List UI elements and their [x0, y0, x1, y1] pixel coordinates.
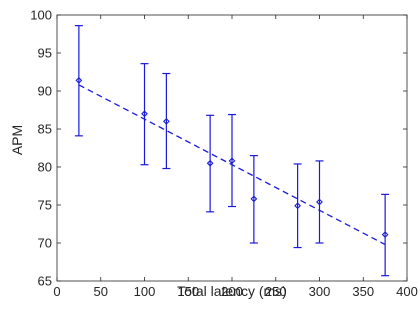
data-point	[206, 159, 214, 167]
data-point	[381, 231, 389, 239]
axes: 0 50 100 150 200 250 300 350 400 65 70 75 80 85 90 95 10…	[30, 8, 418, 300]
x-tick-label: 250	[265, 284, 287, 299]
data-point	[250, 195, 258, 203]
x-tick-label: 350	[352, 284, 374, 299]
y-tick-label: 80	[38, 160, 52, 175]
y-tick-label: 100	[30, 8, 52, 23]
x-tick-label: 100	[134, 284, 156, 299]
x-tick-label: 50	[94, 284, 108, 299]
data-point	[141, 110, 148, 118]
data-point	[162, 118, 170, 125]
plot-area	[74, 25, 390, 277]
data-point	[75, 76, 83, 84]
x-tick-label: 150	[177, 284, 199, 299]
x-tick-label: 300	[309, 284, 331, 299]
x-tick-label: 400	[396, 284, 418, 299]
y-tick-label: 95	[38, 46, 52, 61]
data-point	[228, 157, 236, 165]
y-axis-label: APM	[9, 125, 25, 155]
y-tick-label: 75	[38, 198, 52, 213]
data-point	[316, 198, 323, 206]
x-axis-label: Total latency (ms)	[177, 283, 287, 299]
y-tick-label: 70	[38, 236, 52, 251]
x-tick-label: 200	[221, 284, 243, 299]
x-tick-label: 0	[53, 284, 60, 299]
y-tick-label: 65	[38, 274, 52, 289]
y-tick-label: 85	[38, 122, 52, 137]
data-point	[294, 202, 302, 210]
y-tick-label: 90	[38, 84, 52, 99]
